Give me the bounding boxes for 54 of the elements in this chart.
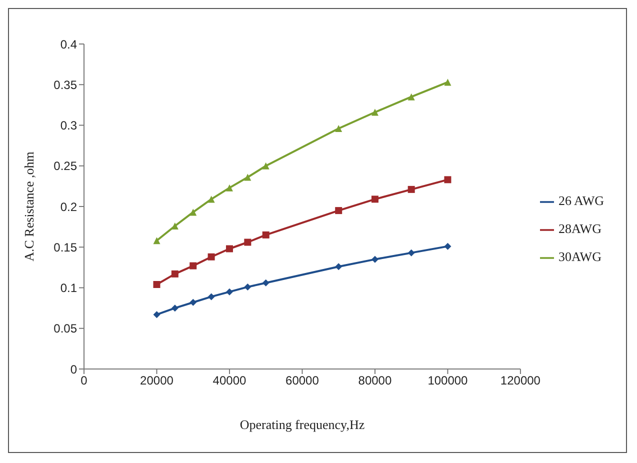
point <box>153 237 160 244</box>
point <box>226 184 233 192</box>
x-tick-label: 0 <box>80 374 88 388</box>
y-tick-label: 0.35 <box>54 78 78 92</box>
point <box>208 253 215 260</box>
point <box>153 281 160 288</box>
y-axis-title: A.C Resistance ,ohm <box>22 152 37 262</box>
point <box>262 162 270 170</box>
y-tick-label: 0.2 <box>60 200 78 214</box>
point <box>226 288 233 296</box>
point <box>153 311 160 318</box>
point <box>371 196 378 203</box>
point <box>408 93 415 100</box>
x-tick-label: 40000 <box>212 374 246 388</box>
point <box>444 242 452 250</box>
point <box>335 207 342 214</box>
point <box>371 256 378 263</box>
legend-label: 28AWG <box>558 221 602 236</box>
point <box>408 249 415 256</box>
point <box>190 208 197 216</box>
x-axis-title: Operating frequency,Hz <box>240 417 365 432</box>
x-tick-label: 100000 <box>428 374 468 388</box>
y-tick-label: 0.05 <box>54 322 78 336</box>
point <box>262 279 270 286</box>
y-tick-label: 0.3 <box>60 118 78 133</box>
point <box>262 231 270 238</box>
y-tick-label: 0 <box>70 362 78 376</box>
y-tick-label: 0.25 <box>54 159 78 174</box>
point <box>226 245 233 252</box>
point <box>335 263 342 270</box>
point <box>444 176 452 184</box>
point <box>208 293 215 300</box>
point <box>244 283 252 290</box>
point <box>335 125 342 132</box>
point <box>190 298 197 306</box>
point <box>244 174 252 181</box>
y-tick-label: 0.4 <box>60 37 78 52</box>
x-tick-label: 120000 <box>500 374 541 388</box>
point <box>408 186 415 193</box>
x-tick-label: 80000 <box>358 374 392 388</box>
point <box>171 304 178 312</box>
point <box>171 222 178 230</box>
legend-label: 30AWG <box>558 249 602 264</box>
point <box>208 196 215 203</box>
point <box>171 270 178 278</box>
point <box>371 108 378 116</box>
y-tick-label: 0.15 <box>54 240 78 254</box>
point <box>244 238 252 246</box>
point <box>444 78 452 86</box>
legend-label: 26 AWG <box>558 193 604 208</box>
y-tick-label: 0.1 <box>60 281 78 296</box>
x-tick-label: 60000 <box>286 374 320 388</box>
point <box>190 262 197 270</box>
x-tick-label: 20000 <box>140 374 174 388</box>
